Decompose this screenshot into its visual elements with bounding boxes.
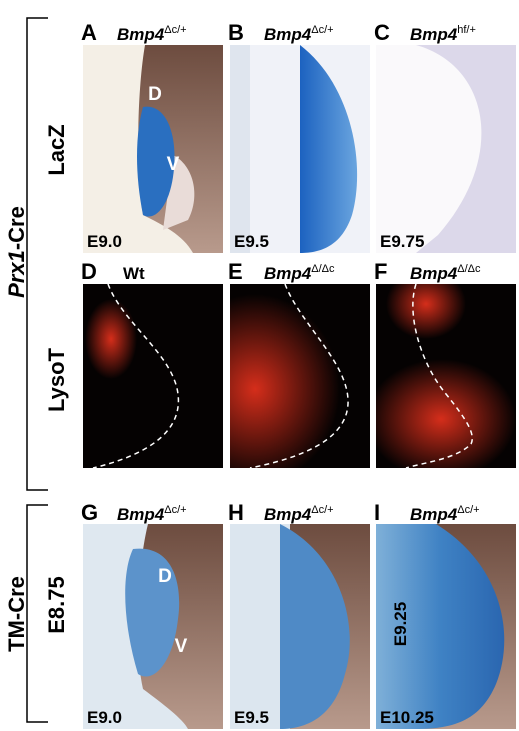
annotation: V: [167, 154, 180, 175]
panel-letter: D: [81, 259, 97, 284]
superscript: Δc/+: [164, 24, 186, 36]
group-label-italic: Prx1: [4, 250, 29, 298]
genotype: Bmp4Δ/Δc: [264, 263, 335, 283]
panel-image: [83, 284, 223, 468]
gene: Bmp4: [117, 25, 165, 44]
genotype: Bmp4hf/+: [410, 24, 476, 44]
gene: Bmp4: [264, 505, 312, 524]
annotation: V: [175, 636, 188, 657]
superscript: Δ/Δc: [457, 263, 481, 275]
gene: Bmp4: [410, 25, 458, 44]
page: {"left_labels": {"group1": {"italic": "P…: [0, 0, 519, 731]
row-label: LacZ: [44, 124, 69, 175]
genotype: Bmp4Δc/+: [117, 504, 187, 524]
gene: Bmp4: [264, 264, 312, 283]
superscript: Δc/+: [164, 504, 186, 516]
stage-label: E9.5: [234, 232, 269, 251]
group-label-rest: -Cre: [4, 206, 29, 250]
panel-image: [83, 524, 223, 729]
genotype: Bmp4Δc/+: [264, 24, 334, 44]
genotype: Bmp4Δc/+: [117, 24, 187, 44]
stage-label: E9.75: [380, 232, 424, 251]
genotype: Bmp4Δc/+: [410, 504, 480, 524]
group-label: TM-Cre: [4, 576, 29, 652]
genotype: Bmp4Δc/+: [264, 504, 334, 524]
panel-letter: E: [228, 259, 243, 284]
stage-label: E10.25: [380, 708, 434, 727]
superscript: hf/+: [457, 24, 476, 36]
figure: Prx1-CreTM-CreLacZLysoTE8.75ABmp4Δc/+E9.…: [0, 0, 519, 731]
panel-letter: G: [81, 500, 98, 525]
row-label: LysoT: [44, 347, 69, 412]
stage-label: E9.0: [87, 708, 122, 727]
panel-letter: A: [81, 20, 97, 45]
gene: Bmp4: [410, 505, 458, 524]
panel-image: [376, 45, 516, 253]
superscript: Δ/Δc: [311, 263, 335, 275]
stage-label: E9.5: [234, 708, 269, 727]
panel-image: [83, 45, 223, 253]
row-label: E8.75: [44, 576, 69, 634]
panel-letter: F: [374, 259, 387, 284]
panel-letter: C: [374, 20, 390, 45]
panel-letter: H: [228, 500, 244, 525]
gene: Bmp4: [264, 25, 312, 44]
genotype: Wt: [123, 264, 145, 283]
annotation: E9.25: [391, 602, 410, 646]
gene: Bmp4: [117, 505, 165, 524]
annotation: D: [148, 84, 162, 105]
superscript: Δc/+: [457, 504, 479, 516]
annotation: D: [158, 566, 172, 587]
panel-letter: I: [374, 500, 380, 525]
superscript: Δc/+: [311, 504, 333, 516]
group-label: Prx1-Cre: [4, 206, 29, 298]
genotype: Bmp4Δ/Δc: [410, 263, 481, 283]
panel-letter: B: [228, 20, 244, 45]
stage-label: E9.0: [87, 232, 122, 251]
panel-image: [230, 524, 370, 729]
superscript: Δc/+: [311, 24, 333, 36]
panel-image: [230, 45, 370, 253]
genotype-text: Wt: [123, 264, 145, 283]
gene: Bmp4: [410, 264, 458, 283]
panel-image: [366, 269, 516, 479]
